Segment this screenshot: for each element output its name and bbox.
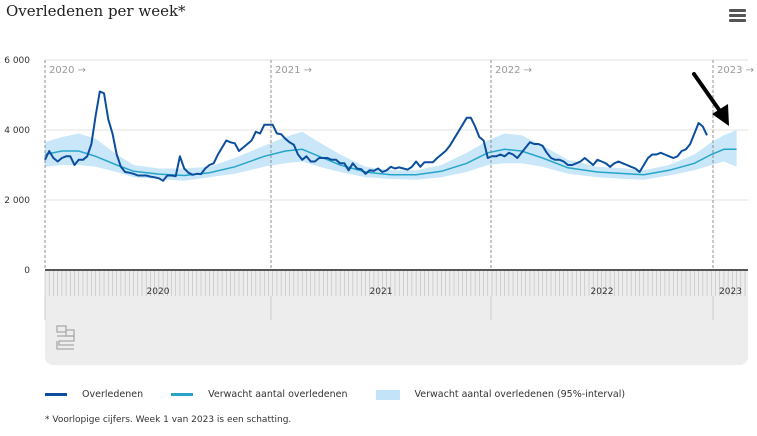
legend: Overledenen Verwacht aantal overledenen … [45,389,653,400]
y-tick-label: 4 000 [4,126,30,136]
legend-swatch-observed [45,393,67,396]
year-marker-label: 2020 → [49,65,86,76]
year-band-label: 2020 [147,287,170,297]
year-marker-label: 2021 → [275,65,312,76]
legend-swatch-expected [171,393,194,396]
interval-area [45,130,737,181]
legend-label: Overledenen [82,389,144,400]
legend-label: Verwacht aantal overledenen (95%-interva… [414,389,626,400]
y-tick-label: 2 000 [4,196,30,206]
observed-line [44,90,708,182]
expected-line [44,148,737,177]
y-tick-label: 0 [24,266,30,276]
year-marker-label: 2022 → [495,65,532,76]
chart-title: Overledenen per week* [6,2,186,20]
year-marker-label: 2023 → [717,65,754,76]
legend-item-interval[interactable]: Verwacht aantal overledenen (95%-interva… [375,389,626,400]
hamburger-menu-icon[interactable] [729,9,746,23]
legend-item-observed[interactable]: Overledenen [45,389,143,400]
legend-swatch-interval [375,389,400,400]
year-band-label: 2022 [591,287,614,297]
cbs-logo [56,325,75,350]
chart-canvas: 0 2 000 4 000 6 000 2020 2021 2022 2023 2020 →… [4,56,754,365]
y-tick-label: 6 000 [4,56,30,66]
annotation-arrow [692,72,729,126]
legend-item-expected[interactable]: Verwacht aantal overledenen [171,389,348,400]
year-band-label: 2021 [370,287,393,297]
year-band-label: 2023 [719,287,742,297]
legend-label: Verwacht aantal overledenen [208,389,348,400]
footnote: * Voorlopige cijfers. Week 1 van 2023 is… [45,415,292,425]
